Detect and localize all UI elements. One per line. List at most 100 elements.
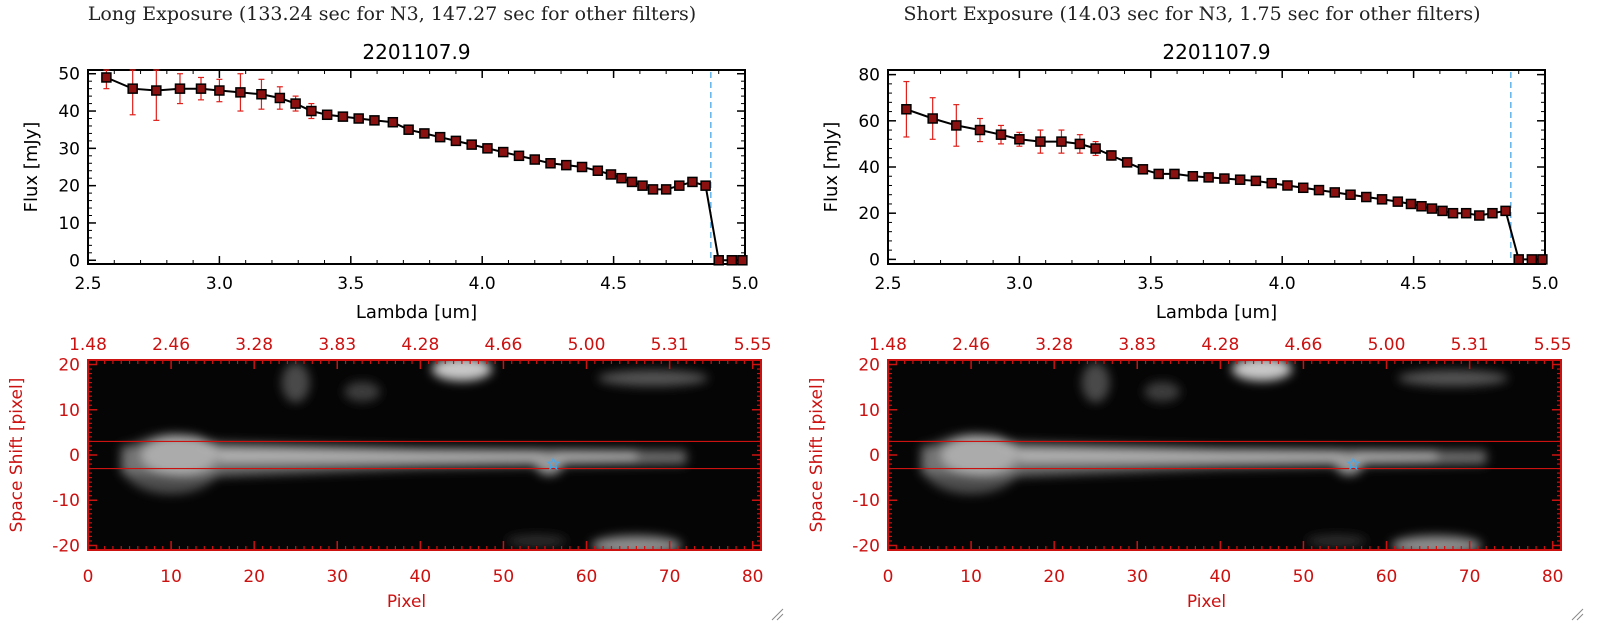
y-tick-label: 0 bbox=[869, 250, 880, 270]
long-exposure-figure: 2201107.92.5 3.0 3.5 4.0 4.5 5.001020304050La… bbox=[7, 40, 772, 612]
resize-grip-icon[interactable] bbox=[770, 606, 784, 621]
y-tick-label: -10 bbox=[52, 491, 80, 511]
flux-data-point bbox=[616, 172, 627, 184]
x-tick-label: 30 bbox=[1126, 567, 1148, 587]
x-tick-label: 80 bbox=[742, 567, 764, 587]
spectral-trace-core bbox=[954, 449, 1437, 462]
long-exposure-panel: Long Exposure (133.24 sec for N3, 147.27… bbox=[7, 3, 784, 621]
y-tick-label: 10 bbox=[58, 401, 80, 421]
flux-data-point bbox=[195, 83, 207, 94]
flux-data-point bbox=[1014, 134, 1025, 145]
top-tick-label: 1.48 bbox=[69, 335, 107, 355]
x-tick-label: 30 bbox=[326, 567, 348, 587]
flux-data-point bbox=[605, 169, 617, 180]
flux-data-point bbox=[660, 184, 672, 195]
upper-source bbox=[431, 360, 492, 382]
flux-data-point bbox=[1487, 207, 1498, 219]
flux-data-point bbox=[1329, 187, 1341, 198]
spectrum-title: 2201107.9 bbox=[1162, 40, 1270, 64]
top-tick-label: 2.46 bbox=[952, 335, 990, 355]
x-tick-label: 3.0 bbox=[206, 274, 233, 294]
flux-data-point bbox=[1266, 177, 1277, 189]
x-tick-label: 5.0 bbox=[1531, 274, 1558, 294]
x-tick-label: 50 bbox=[1293, 567, 1315, 587]
flux-data-point bbox=[1392, 196, 1404, 207]
spectral-image-content bbox=[121, 360, 708, 550]
secondary-source bbox=[535, 453, 564, 476]
flux-data-point bbox=[1416, 201, 1427, 212]
short-exposure-figure: 2201107.92.5 3.0 3.5 4.0 4.5 5.0020406080Lamb… bbox=[807, 40, 1572, 612]
flux-data-point bbox=[1187, 170, 1199, 182]
top-tick-label: 5.55 bbox=[1534, 335, 1572, 355]
spectral-image-blur-group bbox=[121, 360, 708, 550]
resize-grip-icon[interactable] bbox=[1570, 606, 1584, 621]
x-tick-label: 3.5 bbox=[337, 274, 364, 294]
flux-data-point bbox=[1526, 254, 1538, 265]
flux-data-point bbox=[1106, 150, 1117, 161]
upper-faint-patch bbox=[1081, 362, 1110, 403]
x-tick-label: 60 bbox=[1376, 567, 1398, 587]
source-halo bbox=[921, 434, 1022, 495]
flux-data-point bbox=[1500, 205, 1511, 217]
y-tick-label: 50 bbox=[58, 65, 80, 85]
spectral-trace-core bbox=[154, 449, 637, 462]
top-tick-label: 3.28 bbox=[1035, 335, 1073, 355]
flux-data-point bbox=[1361, 191, 1372, 203]
flux-data-point bbox=[726, 255, 738, 266]
flux-data-point bbox=[174, 83, 186, 94]
flux-data-point bbox=[737, 255, 748, 266]
y-tick-label: -10 bbox=[852, 491, 880, 511]
flux-data-point bbox=[1537, 254, 1548, 265]
spectrum-axes-frame bbox=[87, 69, 746, 265]
flux-data-point bbox=[561, 159, 572, 171]
flux-data-point bbox=[1426, 203, 1438, 214]
upper-source bbox=[1231, 360, 1292, 382]
star-marker-icon bbox=[546, 456, 561, 471]
flux-data-point bbox=[1313, 184, 1325, 196]
x-tick-label: 3.5 bbox=[1137, 274, 1164, 294]
flux-data-point bbox=[214, 85, 225, 96]
x-tick-label: 10 bbox=[960, 567, 982, 587]
flux-data-point bbox=[592, 165, 604, 176]
top-tick-label: 5.00 bbox=[568, 335, 606, 355]
x-tick-label: 4.5 bbox=[600, 274, 627, 294]
y-axis-label: Space Shift [pixel] bbox=[7, 378, 27, 533]
flux-data-point bbox=[274, 92, 286, 104]
flux-data-point bbox=[127, 83, 138, 94]
y-tick-label: -20 bbox=[852, 536, 880, 556]
y-tick-label: 20 bbox=[58, 177, 80, 197]
flux-data-point bbox=[1474, 210, 1485, 221]
flux-data-point bbox=[1250, 175, 1262, 187]
flux-data-point bbox=[434, 131, 446, 143]
x-axis-label: Pixel bbox=[1187, 592, 1226, 612]
flux-data-point bbox=[369, 115, 380, 126]
flux-data-point bbox=[1169, 168, 1180, 180]
y-axis-label: Space Shift [pixel] bbox=[807, 378, 827, 533]
x-tick-label: 60 bbox=[576, 567, 598, 587]
flux-data-point bbox=[151, 85, 162, 96]
top-tick-label: 4.66 bbox=[485, 335, 523, 355]
exposure-title: Short Exposure (14.03 sec for N3, 1.75 s… bbox=[903, 3, 1481, 25]
top-tick-label: 5.31 bbox=[651, 335, 689, 355]
flux-data-point bbox=[901, 104, 912, 115]
flux-data-point bbox=[1219, 173, 1230, 184]
flux-data-point bbox=[576, 161, 588, 173]
upper-right-streak bbox=[597, 370, 708, 387]
flux-data-point bbox=[403, 124, 414, 135]
x-tick-label: 70 bbox=[659, 567, 681, 587]
x-tick-label: 4.5 bbox=[1400, 274, 1427, 294]
flux-data-point bbox=[1035, 136, 1046, 147]
x-axis-label: Lambda [um] bbox=[1156, 302, 1277, 323]
x-tick-label: 10 bbox=[160, 567, 182, 587]
lower-faint-patch bbox=[506, 534, 567, 547]
flux-data-point bbox=[1121, 157, 1133, 168]
flux-data-point bbox=[337, 111, 349, 122]
flux-data-point bbox=[1203, 172, 1214, 183]
y-tick-label: -20 bbox=[52, 536, 80, 556]
flux-data-point bbox=[1437, 205, 1448, 217]
y-tick-label: 30 bbox=[58, 139, 80, 159]
exposure-title: Long Exposure (133.24 sec for N3, 147.27… bbox=[87, 3, 697, 25]
flux-data-point bbox=[951, 120, 962, 131]
y-tick-label: 0 bbox=[69, 251, 80, 271]
y-tick-label: 60 bbox=[858, 112, 880, 132]
